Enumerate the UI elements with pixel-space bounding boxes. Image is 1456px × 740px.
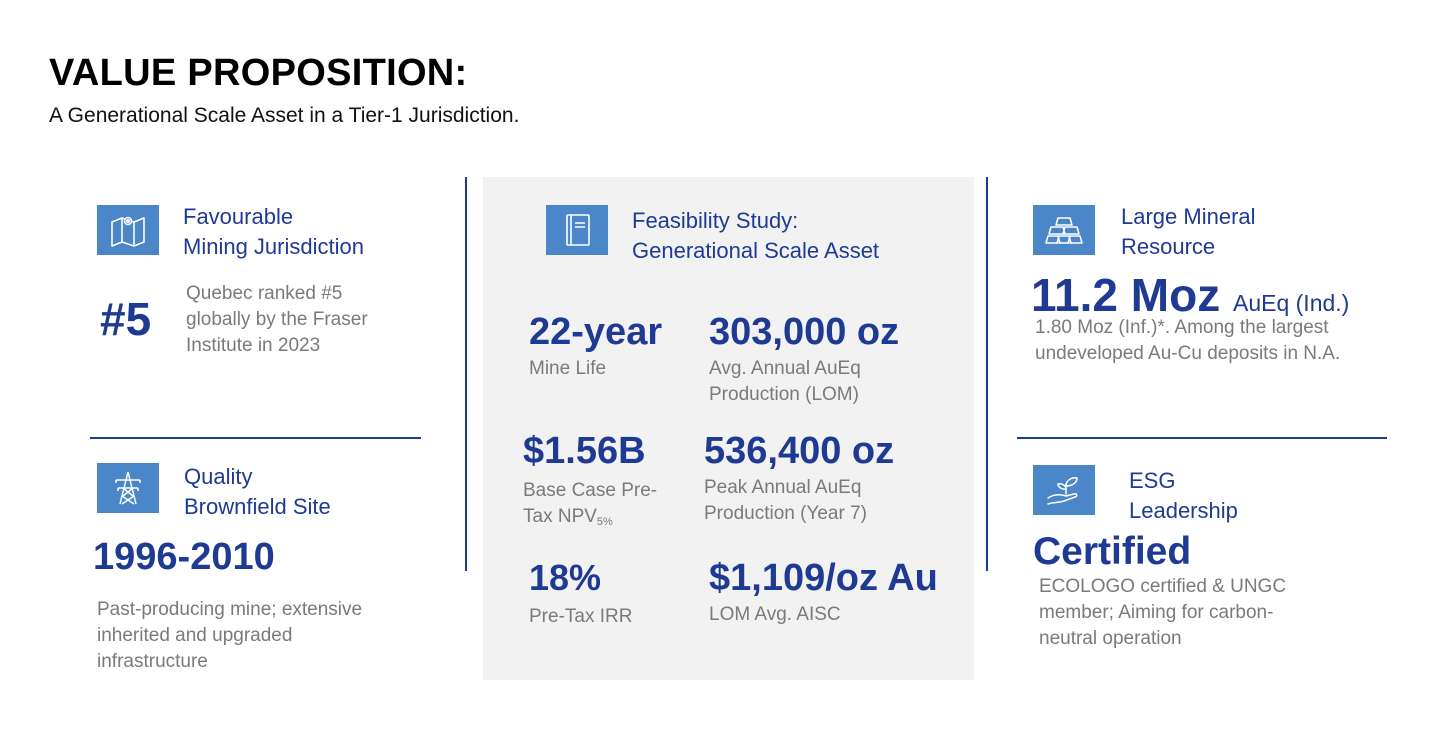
hand-sprout-icon: [1033, 465, 1095, 515]
metric-label: Base Case Pre- Tax NPV5%: [523, 480, 658, 528]
resource-value: 11.2 Moz: [1031, 269, 1221, 321]
divider-right: [986, 177, 988, 571]
resource-unit: AuEq (Ind.): [1232, 290, 1350, 316]
feasibility-heading: Feasibility Study: Generational Scale As…: [632, 208, 880, 263]
metric-value: 18%: [529, 557, 602, 598]
gold-bars-icon: [1033, 205, 1095, 255]
metric-value: 536,400 oz: [704, 430, 895, 472]
power-tower-icon: [97, 463, 159, 513]
resource-value-line: 11.2 Moz AuEq (Ind.): [1031, 268, 1349, 322]
divider-left: [465, 177, 467, 571]
metric-label: Mine Life: [529, 358, 607, 379]
divider-right-horizontal: [1017, 437, 1387, 439]
page-subtitle: A Generational Scale Asset in a Tier-1 J…: [49, 104, 520, 127]
resource-description: 1.80 Moz (Inf.)*. Among the largest unde…: [1035, 317, 1341, 364]
divider-left-horizontal: [90, 437, 421, 439]
jurisdiction-description: Quebec ranked #5 globally by the Fraser …: [186, 283, 368, 356]
jurisdiction-value: #5: [100, 293, 152, 345]
resource-heading: Large Mineral Resource: [1121, 204, 1256, 259]
notebook-icon: [546, 205, 608, 255]
esg-heading: ESG Leadership: [1129, 468, 1238, 523]
jurisdiction-heading: Favourable Mining Jurisdiction: [183, 204, 364, 259]
metric-label: LOM Avg. AISC: [709, 604, 841, 625]
metric-value: $1,109/oz Au: [709, 557, 938, 599]
map-pin-icon: [97, 205, 159, 255]
metric-label: Peak Annual AuEq Production (Year 7): [704, 477, 868, 524]
brownfield-heading: Quality Brownfield Site: [184, 464, 331, 519]
metric-label: Avg. Annual AuEq Production (LOM): [709, 358, 861, 405]
metric-value: 22-year: [529, 311, 663, 353]
metric-label: Pre-Tax IRR: [529, 606, 633, 627]
metric-value: 303,000 oz: [709, 311, 900, 353]
brownfield-value: 1996-2010: [93, 536, 275, 578]
metric-value: $1.56B: [523, 430, 646, 472]
esg-description: ECOLOGO certified & UNGC member; Aiming …: [1039, 576, 1287, 649]
brownfield-description: Past-producing mine; extensive inherited…: [97, 599, 363, 672]
page-title: VALUE PROPOSITION:: [49, 52, 468, 94]
feasibility-panel: [483, 177, 974, 680]
esg-value: Certified: [1033, 530, 1192, 573]
